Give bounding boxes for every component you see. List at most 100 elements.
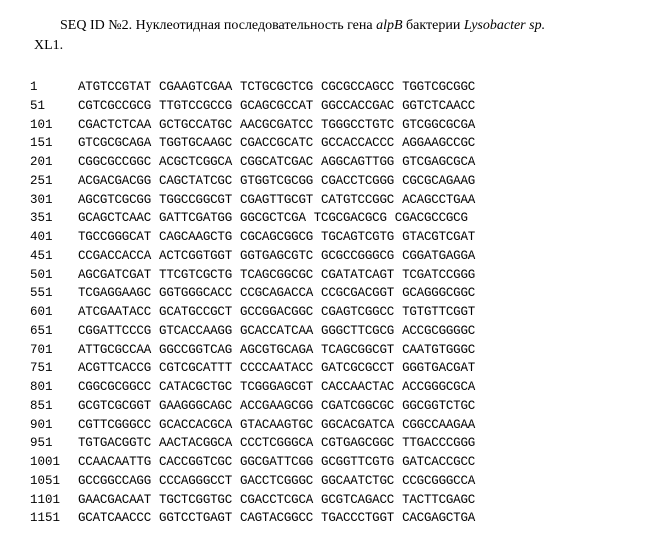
sequence-block: CGTGAGCGGC [321, 434, 394, 453]
sequence-block: TGCCGGGCAT [78, 228, 151, 247]
sequence-block: GCATCAACCC [78, 509, 151, 528]
sequence-block: CGGCGCCGGC [78, 153, 151, 172]
sequence-block: ACGTTCACCG [78, 359, 151, 378]
sequence-block: AGCGATCGAT [78, 266, 151, 285]
sequence-row: 451CCGACCACCAACTCGGTGGTGGTGAGCGTCGCGCCGG… [30, 247, 625, 266]
sequence-block: ACCGAAGCGG [240, 397, 313, 416]
sequence-block: ATTGCGCCAA [78, 341, 151, 360]
sequence-row: 101CGACTCTCAAGCTGCCATGCAACGCGATCCTGGGCCT… [30, 116, 625, 135]
sequence-block: CGAAGTCGAA [159, 78, 232, 97]
sequence-block: CGATATCAGT [321, 266, 394, 285]
sequence-block: CATACGCTGC [159, 378, 232, 397]
sequence-block: TCGGGAGCGT [240, 378, 313, 397]
sequence-block: GGCACGATCA [321, 416, 394, 435]
sequence-block: CGCGCCAGCC [321, 78, 394, 97]
position-label: 101 [30, 116, 78, 135]
sequence-block: AGCGTCGCGG [78, 191, 151, 210]
sequence-row: 151GTCGCGCAGATGGTGCAAGCCGACCGCATCGCCACCA… [30, 134, 625, 153]
sequence-block: ATCGAATACC [78, 303, 151, 322]
sequence-block: GTCGGCGCGA [402, 116, 475, 135]
sequence-block: TGTGACGGTC [78, 434, 151, 453]
sequence-block: GGCCACCGAC [321, 97, 394, 116]
position-label: 751 [30, 359, 78, 378]
sequence-block: CACCGGTCGC [159, 453, 232, 472]
sequence-block: CGTTCGGGCC [78, 416, 151, 435]
position-label: 451 [30, 247, 78, 266]
sequence-row: 51CGTCGCCGCGTTGTCCGCCGGCAGCGCCATGGCCACCG… [30, 97, 625, 116]
title-prefix: SEQ ID №2. Нуклеотидная последовательнос… [60, 18, 376, 33]
sequence-row: 1051GCCGGCCAGGCCCAGGGCCTGACCTCGGGCGGCAAT… [30, 472, 625, 491]
sequence-block: CCAACAATTG [78, 453, 151, 472]
sequence-block: GGGCTTCGCG [321, 322, 394, 341]
position-label: 401 [30, 228, 78, 247]
sequence-block: ACTCGGTGGT [159, 247, 232, 266]
sequence-block: GGCCGGTCAG [159, 341, 232, 360]
sequence-block: CCGCAGACCA [240, 284, 313, 303]
sequence-block: CCGCGGGCCA [402, 472, 475, 491]
sequence-block: ACCGGGCGCA [402, 378, 475, 397]
sequence-block: CGGCCAAGAA [402, 416, 475, 435]
position-label: 301 [30, 191, 78, 210]
sequence-block: CGACCGCATC [240, 134, 313, 153]
sequence-block: CCGCGACGGT [321, 284, 394, 303]
sequence-block: CCCTCGGGCA [240, 434, 313, 453]
sequence-row: 201CGGCGCCGGCACGCTCGGCACGGCATCGACAGGCAGT… [30, 153, 625, 172]
sequence-block: TGCAGTCGTG [321, 228, 394, 247]
sequence-block: AGGAAGCCGC [402, 134, 475, 153]
sequence-row: 601ATCGAATACCGCATGCCGCTGCCGGACGGCCGAGTCG… [30, 303, 625, 322]
position-label: 951 [30, 434, 78, 453]
sequence-block: CGACGCCGCG [395, 209, 468, 228]
sequence-block: CGAGTTGCGT [240, 191, 313, 210]
position-label: 701 [30, 341, 78, 360]
position-label: 1001 [30, 453, 78, 472]
position-label: 1051 [30, 472, 78, 491]
sequence-block: GGCGCTCGA [240, 209, 306, 228]
sequence-row: 401TGCCGGGCATCAGCAAGCTGCGCAGCGGCGTGCAGTC… [30, 228, 625, 247]
sequence-block: CATGTCCGGC [321, 191, 394, 210]
sequence-row: 1ATGTCCGTATCGAAGTCGAATCTGCGCTCGCGCGCCAGC… [30, 78, 625, 97]
sequence-block: GTGGTCGCGG [240, 172, 313, 191]
sequence-block: CGAGTCGGCC [321, 303, 394, 322]
gene-name: alpB [376, 18, 402, 33]
sequence-block: GCCGGACGGC [240, 303, 313, 322]
sequence-row: 701ATTGCGCCAAGGCCGGTCAGAGCGTGCAGATCAGCGG… [30, 341, 625, 360]
sequence-block: CGACTCTCAA [78, 116, 151, 135]
position-label: 501 [30, 266, 78, 285]
sequence-block: AACGCGATCC [240, 116, 313, 135]
position-label: 651 [30, 322, 78, 341]
sequence-block: CCCCAATACC [240, 359, 313, 378]
sequence-block: ACGACGACGG [78, 172, 151, 191]
sequence-block: TCAGCGGCGC [240, 266, 313, 285]
sequence-block: GCGCCGGGCG [321, 247, 394, 266]
sequence-block: CGCGCAGAAG [402, 172, 475, 191]
sequence-row: 851GCGTCGCGGTGAAGGGCAGCACCGAAGCGGCGATCGG… [30, 397, 625, 416]
sequence-block: GCGGTTCGTG [321, 453, 394, 472]
sequence-block: GGCAATCTGC [321, 472, 394, 491]
sequence-block: CGTCGCATTT [159, 359, 232, 378]
sequence-block: CAGCAAGCTG [159, 228, 232, 247]
sequence-block: GGCGATTCGG [240, 453, 313, 472]
sequence-block: TGACCCTGGT [321, 509, 394, 528]
sequence-block: GATTCGATGG [159, 209, 232, 228]
sequence-block: TGGTCGCGGC [402, 78, 475, 97]
sequence-block: GCATGCCGCT [159, 303, 232, 322]
sequence-block: TCTGCGCTCG [240, 78, 313, 97]
sequence-block: CGGATTCCCG [78, 322, 151, 341]
sequence-block: GGTCCTGAGT [159, 509, 232, 528]
sequence-block: CGATCGGCGC [321, 397, 394, 416]
sequence-block: ACAGCCTGAA [402, 191, 475, 210]
sequence-block: CCCAGGGCCT [159, 472, 232, 491]
sequence-block: CGGCGCGGCC [78, 378, 151, 397]
sequence-block: GCACCATCAA [240, 322, 313, 341]
sequence-row: 551TCGAGGAAGCGGTGGGCACCCCGCAGACCACCGCGAC… [30, 284, 625, 303]
sequence-block: CACCAACTAC [321, 378, 394, 397]
sequence-block: ACCGCGGGGC [402, 322, 475, 341]
sequence-block: GCAGCGCCAT [240, 97, 313, 116]
sequence-row: 651CGGATTCCCGGTCACCAAGGGCACCATCAAGGGCTTC… [30, 322, 625, 341]
sequence-block: AGGCAGTTGG [321, 153, 394, 172]
position-label: 851 [30, 397, 78, 416]
sequence-block: CACGAGCTGA [402, 509, 475, 528]
sequence-block: TTGACCCGGG [402, 434, 475, 453]
position-label: 801 [30, 378, 78, 397]
sequence-block: CCGACCACCA [78, 247, 151, 266]
